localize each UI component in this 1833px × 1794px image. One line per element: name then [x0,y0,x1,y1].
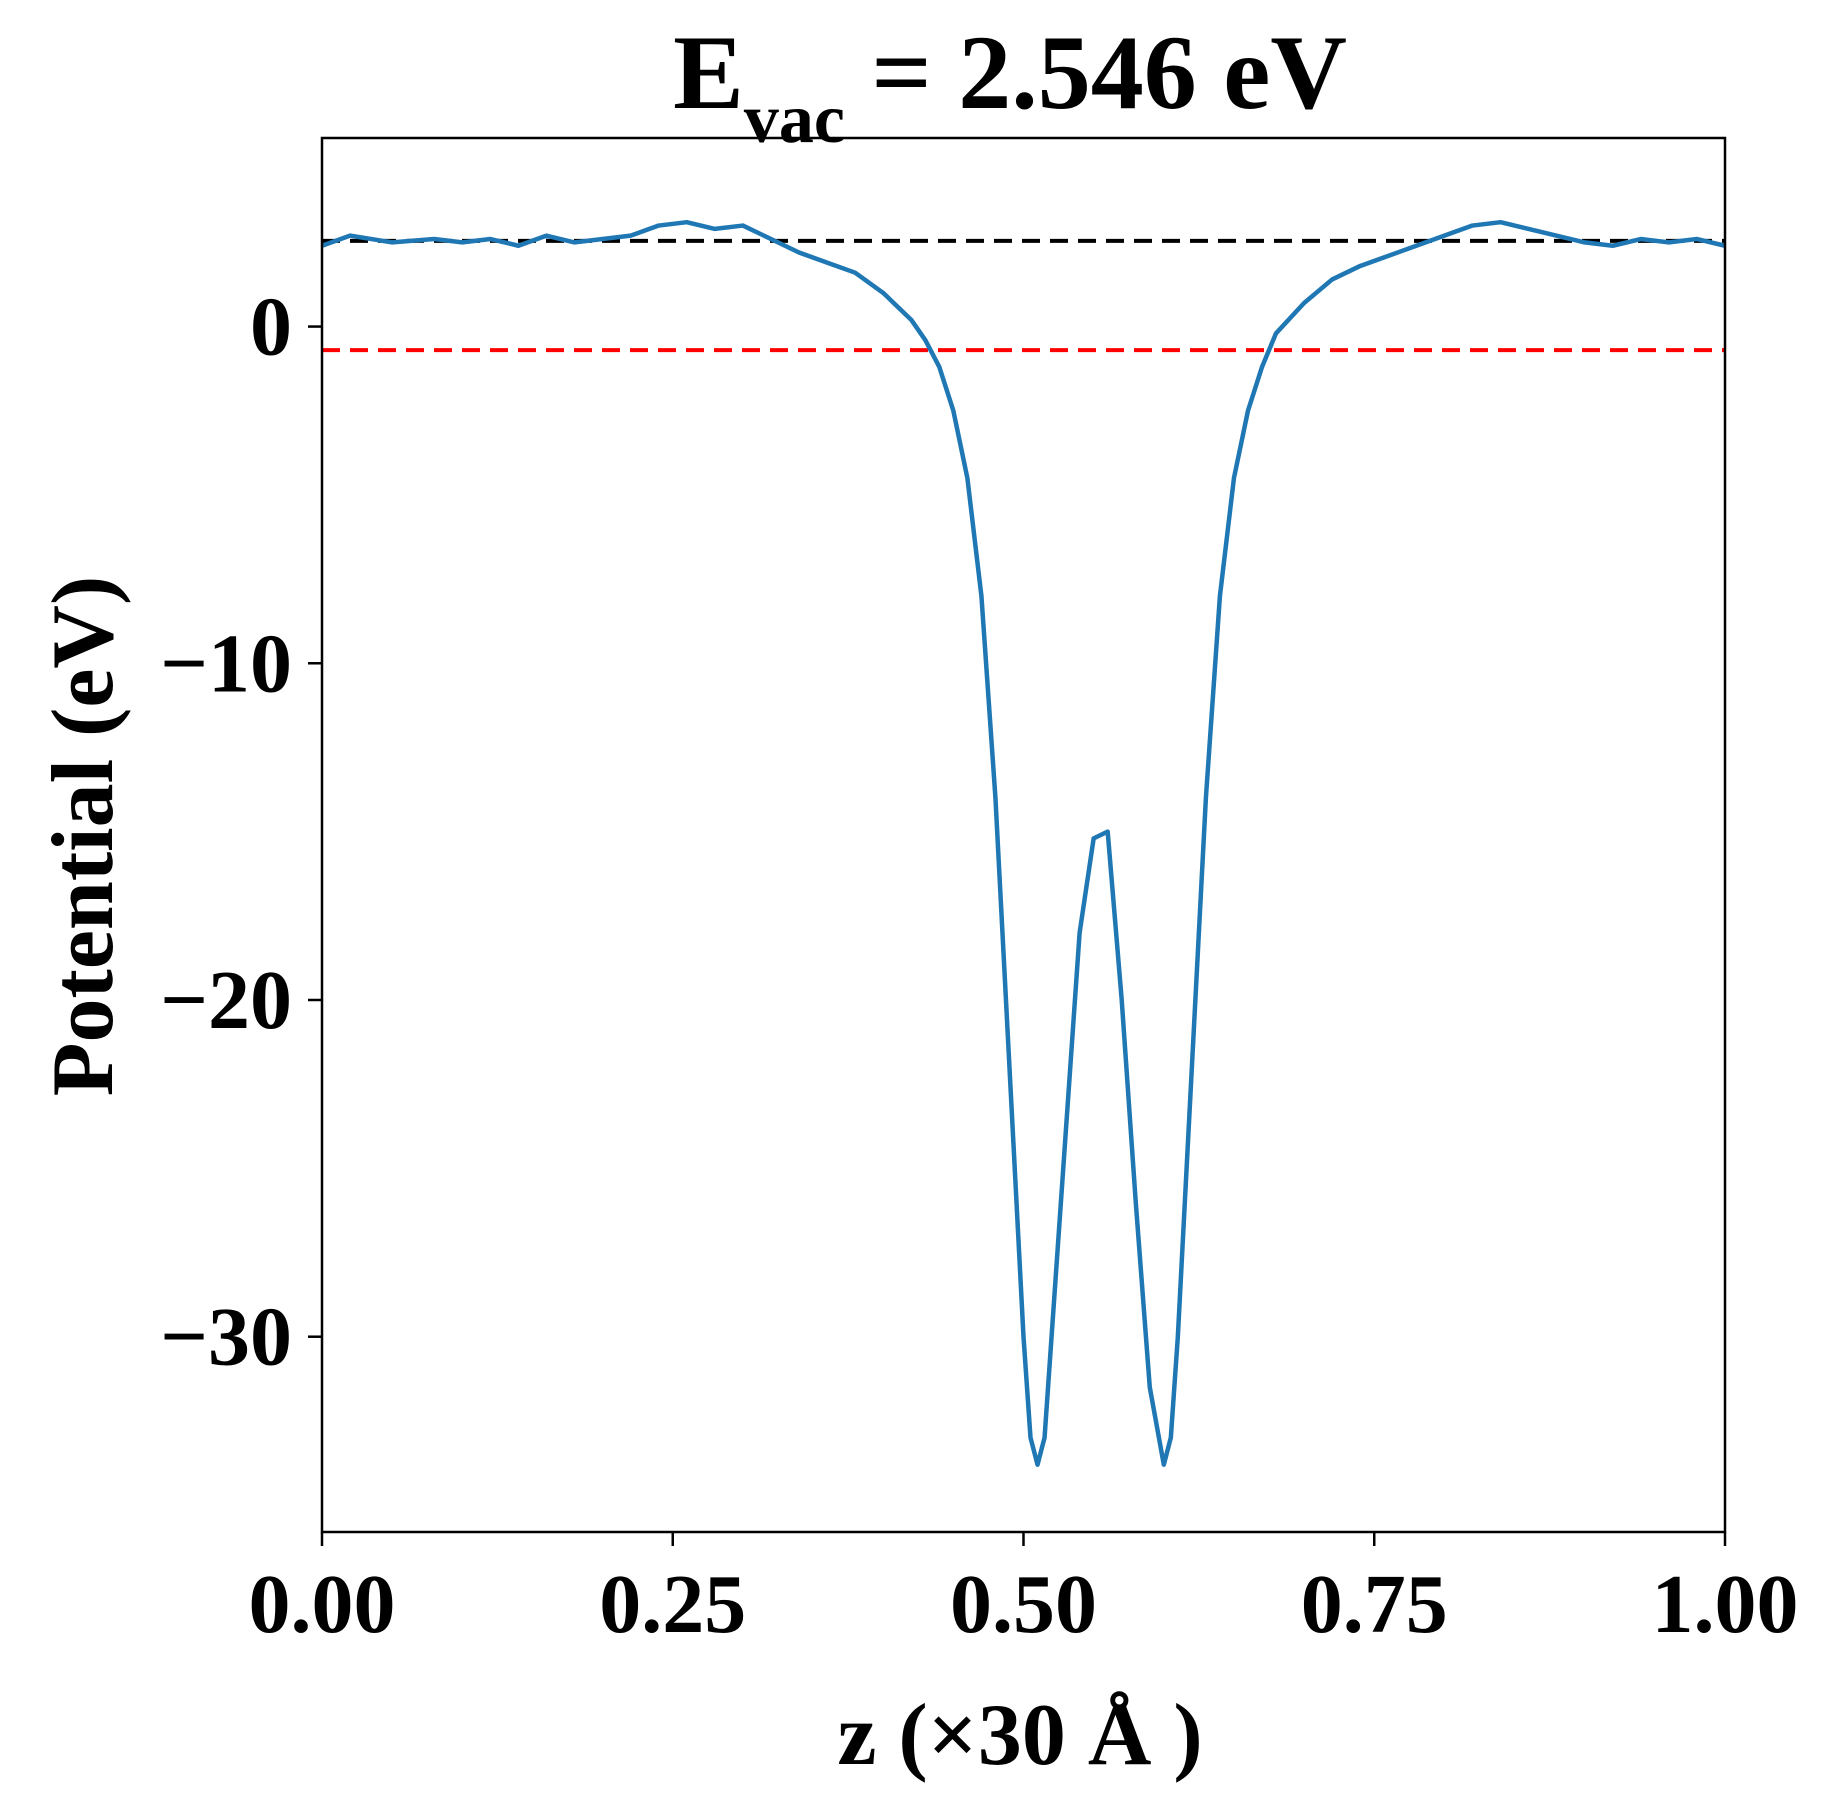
y-tick-label: 0 [250,281,292,374]
title-subscript: vac [744,81,845,158]
y-tick-label: −30 [160,1291,292,1384]
x-tick-label: 1.00 [1652,1558,1799,1651]
series-line-0 [322,219,1725,1467]
title-rest: = 2.546 eV [845,14,1347,131]
y-axis-label: Potential (eV) [35,576,132,1096]
x-axis-label: z (×30 Å ) [837,1687,1202,1784]
x-tick-label: 0.00 [249,1558,396,1651]
x-tick-label: 0.25 [599,1558,746,1651]
y-tick-label: −10 [160,617,292,710]
x-tick-label: 0.75 [1301,1558,1448,1651]
x-tick-label: 0.50 [950,1558,1097,1651]
chart-title: Evac = 2.546 eV [673,14,1347,158]
plot-area: 0.00 0.25 0.50 0.75 1.00 0 −10 −20 −30 [160,136,1799,1651]
title-main: E [673,14,744,131]
y-tick-label: −20 [160,954,292,1047]
